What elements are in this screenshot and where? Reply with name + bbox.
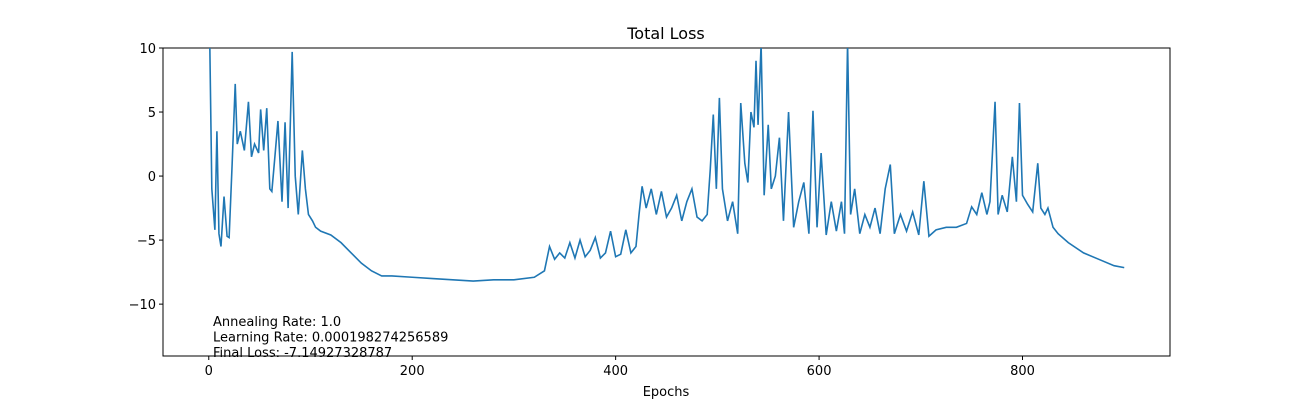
x-tick-label: 200 — [400, 364, 425, 379]
y-tick-label: 0 — [148, 170, 156, 185]
annotation: Learning Rate: 0.000198274256589 — [213, 331, 448, 346]
x-tick-label: 800 — [1010, 364, 1035, 379]
y-tick-label: −5 — [137, 234, 156, 249]
x-tick-label: 400 — [603, 364, 628, 379]
annotation: Final Loss: -7.14927328787 — [213, 346, 392, 361]
y-tick-label: 10 — [139, 42, 156, 57]
chart-title: Total Loss — [626, 24, 705, 43]
y-tick-label: −10 — [129, 298, 156, 313]
y-tick-label: 5 — [148, 106, 156, 121]
x-axis-label: Epochs — [643, 385, 690, 400]
annotation: Annealing Rate: 1.0 — [213, 315, 341, 330]
loss-line — [209, 48, 1125, 282]
x-tick-label: 600 — [807, 364, 832, 379]
plot-frame — [162, 47, 1171, 357]
x-tick-label: 0 — [205, 364, 213, 379]
